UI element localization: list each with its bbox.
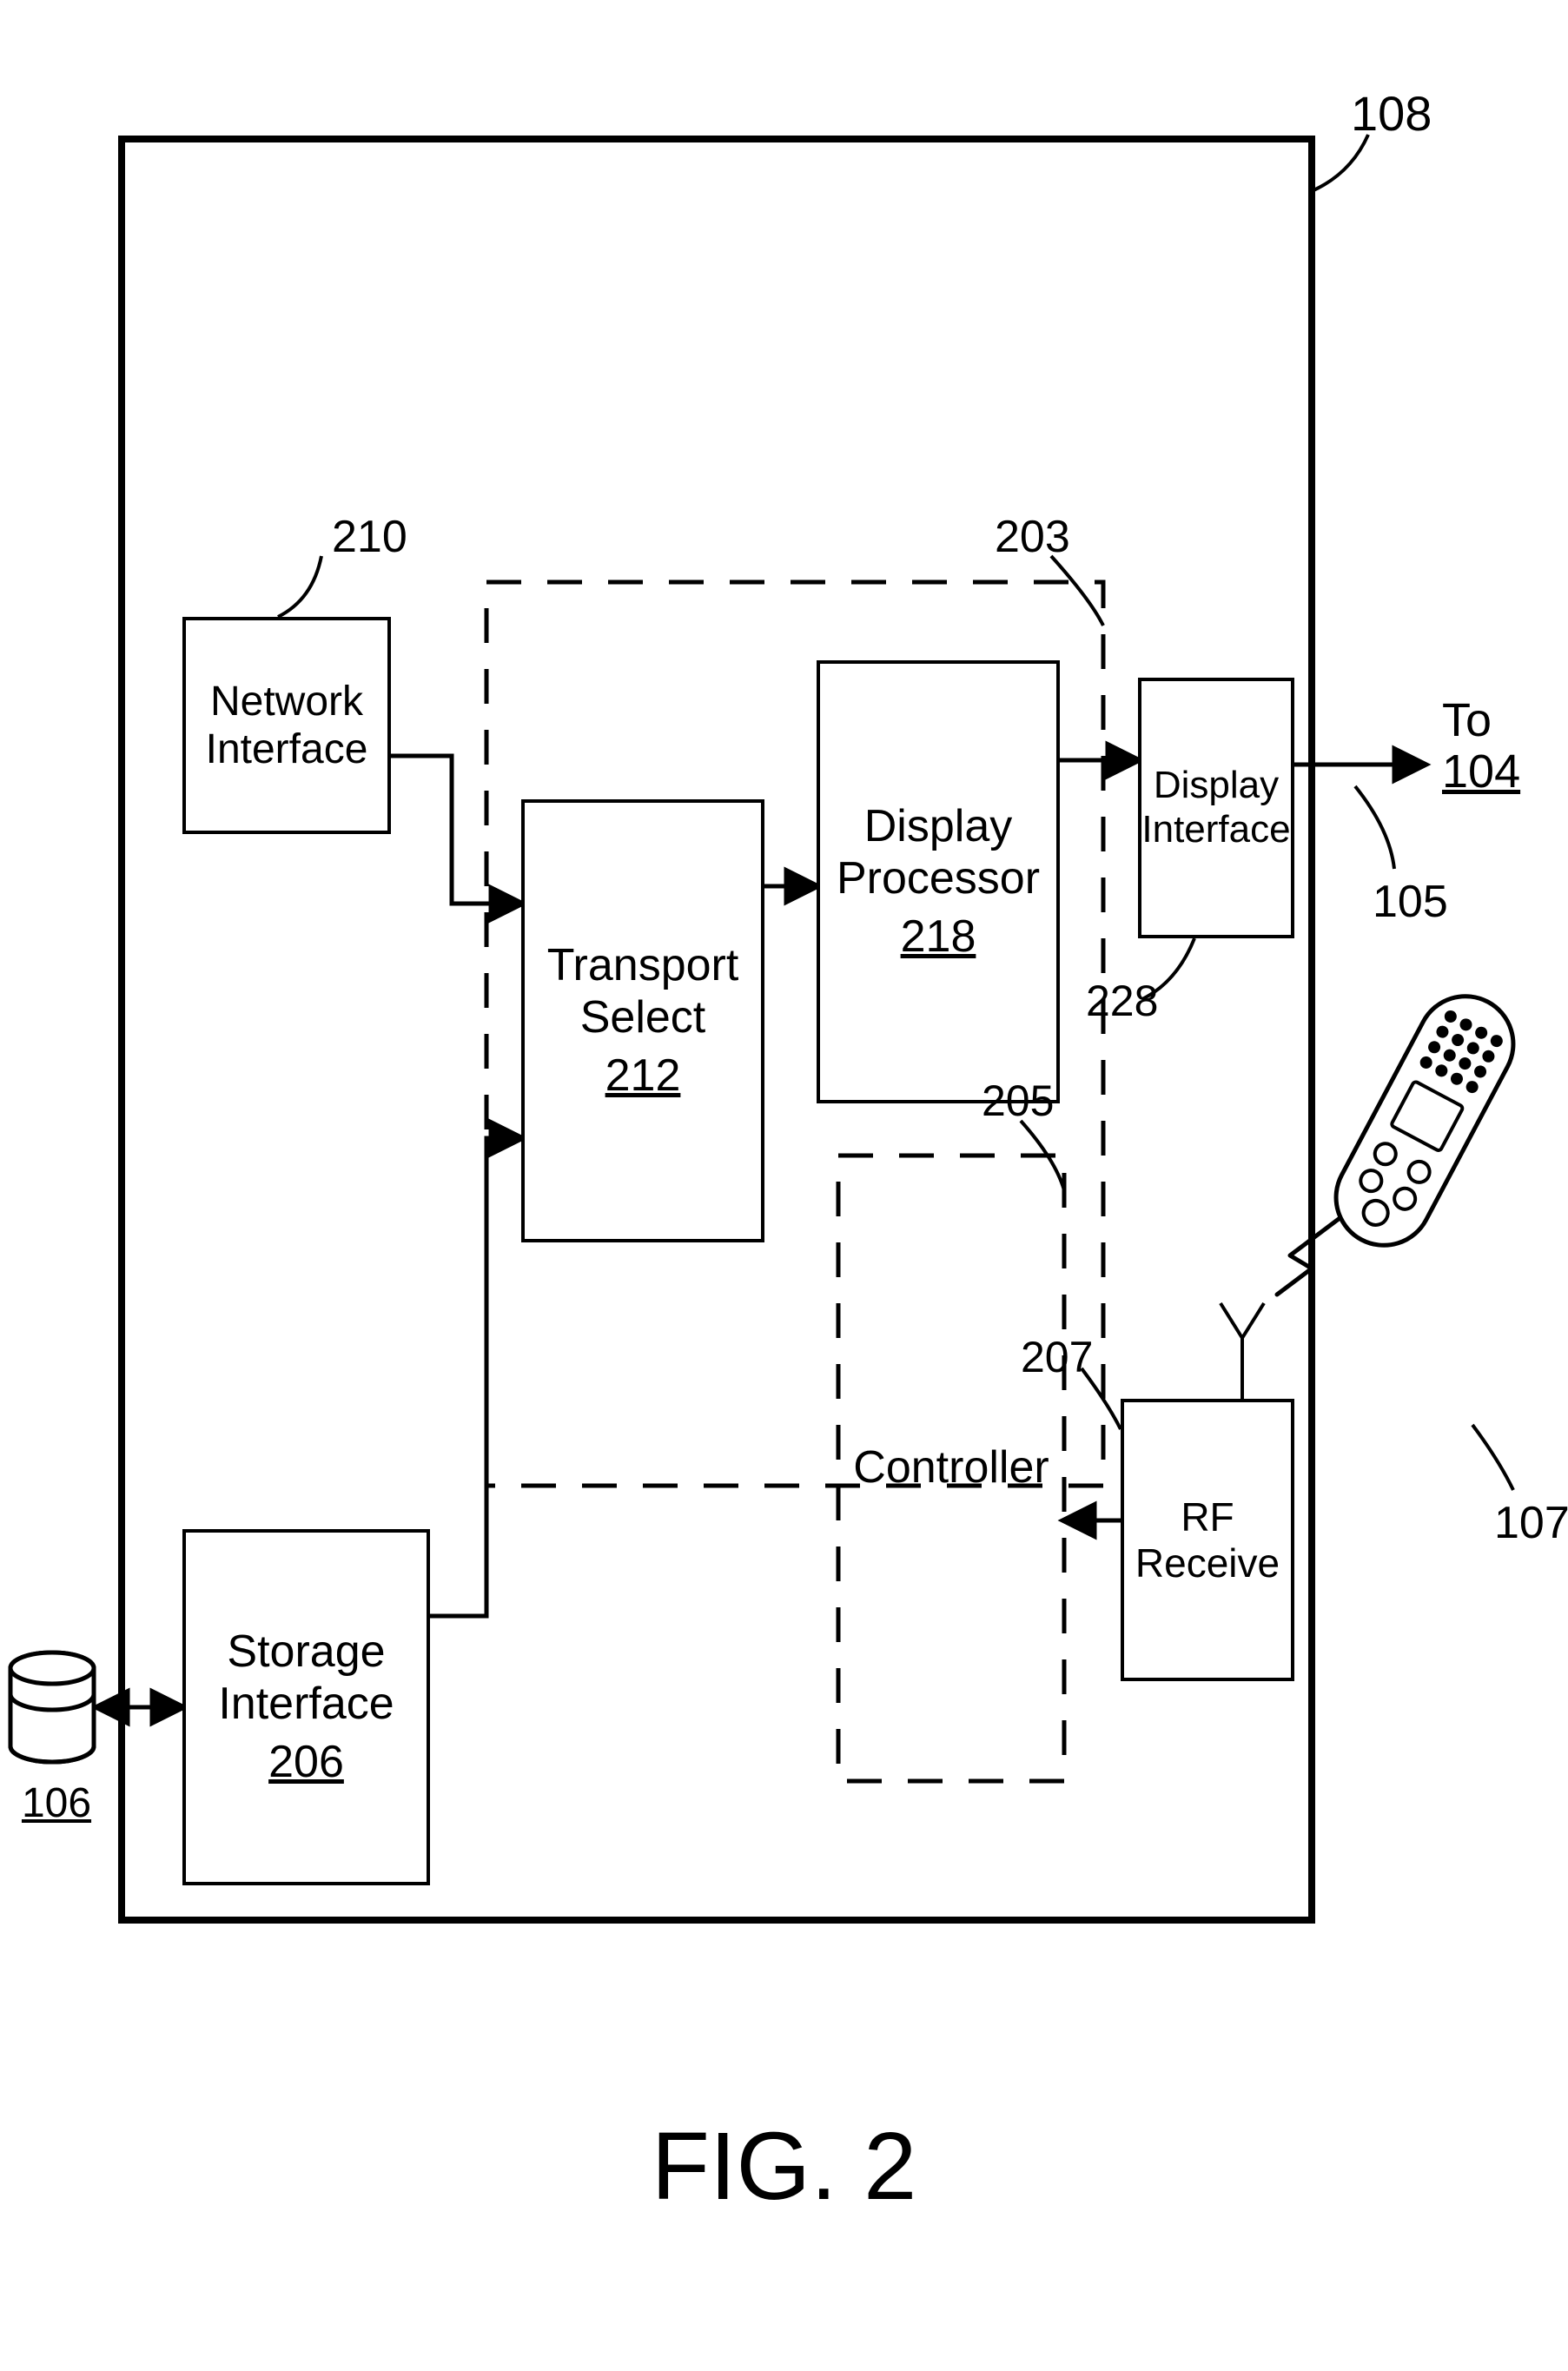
network-interface-label1: Network	[210, 678, 363, 725]
ref-105: 105	[1373, 878, 1448, 927]
leader-108	[1312, 135, 1368, 191]
antenna-icon	[1221, 1303, 1264, 1399]
transport-select-label1: Transport	[547, 940, 739, 992]
leader-203	[1051, 556, 1103, 626]
transport-select-label2: Select	[580, 992, 706, 1044]
ref-107: 107	[1494, 1499, 1568, 1548]
leader-107	[1472, 1425, 1513, 1490]
rf-receive-label1: RF	[1181, 1494, 1234, 1540]
ref-210: 210	[332, 513, 407, 562]
ref-203: 203	[995, 513, 1070, 562]
ref-106: 106	[17, 1781, 96, 1827]
arrow-storage-to-transport	[430, 1138, 521, 1616]
rf-signal-icon	[1277, 1216, 1342, 1295]
ref-207: 207	[1021, 1334, 1093, 1381]
storage-interface-label2: Interface	[218, 1679, 394, 1731]
figure-caption-text: FIG. 2	[652, 2113, 917, 2220]
figure-caption: FIG. 2	[0, 2111, 1568, 2222]
ref-108: 108	[1351, 87, 1432, 141]
ref-228: 228	[1086, 977, 1158, 1025]
leader-210	[278, 556, 321, 617]
to-104-label: To 104	[1442, 695, 1520, 798]
to-104-ref: 104	[1442, 746, 1520, 798]
figure-stage: Network Interface Transport Select 212 D…	[0, 0, 1568, 2371]
transport-select-box: Transport Select 212	[521, 799, 764, 1242]
display-processor-box: Display Processor 218	[817, 660, 1060, 1103]
display-interface-label1: Display	[1154, 764, 1279, 808]
remote-control-icon	[1320, 979, 1531, 1262]
to-label-text: To	[1442, 695, 1520, 746]
storage-interface-num: 206	[268, 1736, 344, 1788]
ref-205: 205	[982, 1077, 1054, 1125]
storage-interface-label1: Storage	[227, 1626, 385, 1679]
leader-105	[1355, 786, 1394, 869]
display-processor-label1: Display	[864, 801, 1013, 853]
diagram-svg	[0, 0, 1568, 2371]
controller-label: Controller	[838, 1156, 1064, 1781]
rf-receive-label2: Receive	[1135, 1540, 1280, 1586]
arrow-net-to-transport	[391, 756, 521, 904]
transport-select-num: 212	[605, 1050, 681, 1102]
network-interface-label2: Interface	[206, 725, 368, 773]
storage-interface-box: Storage Interface 206	[182, 1529, 430, 1885]
network-interface-box: Network Interface	[182, 617, 391, 834]
display-processor-label2: Processor	[837, 853, 1040, 905]
display-processor-num: 218	[901, 911, 976, 963]
controller-label-text: Controller	[853, 1443, 1049, 1493]
rf-receive-box: RF Receive	[1121, 1399, 1294, 1681]
display-interface-box: Display Interface	[1138, 678, 1294, 938]
storage-db-icon	[10, 1652, 94, 1762]
display-interface-label2: Interface	[1141, 808, 1290, 852]
